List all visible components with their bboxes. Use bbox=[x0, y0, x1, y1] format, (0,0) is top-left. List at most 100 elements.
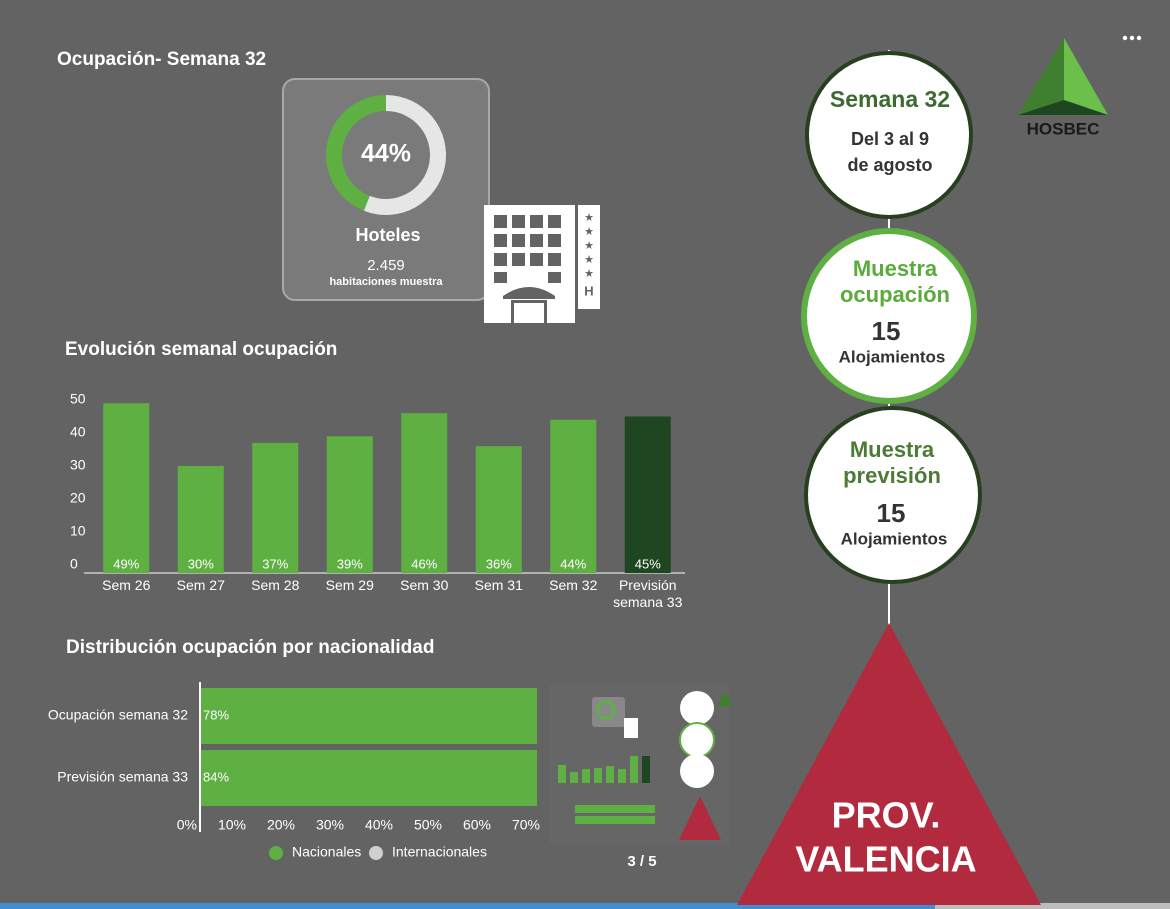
x-tick-label-box: Sem 32 bbox=[549, 577, 598, 593]
x-tick-label-box: Sem 30 bbox=[400, 577, 449, 593]
y-tick-label: 20 bbox=[70, 490, 86, 506]
x-tick-label-box: Sem 26 bbox=[102, 577, 151, 593]
y-tick-label: Ocupación semana 32 bbox=[48, 707, 188, 723]
donut-segment bbox=[363, 95, 446, 215]
x-tick-label: 0% bbox=[177, 817, 197, 833]
region-label: VALENCIA bbox=[795, 839, 976, 880]
x-tick-label-box: Sem 29 bbox=[325, 577, 374, 593]
bar bbox=[177, 466, 224, 573]
menu-button[interactable] bbox=[1122, 35, 1142, 41]
y-tick-label: 0 bbox=[70, 556, 78, 572]
y-tick-label: 10 bbox=[70, 523, 86, 539]
forecast-title: Muestra bbox=[850, 437, 935, 462]
x-tick-label: 10% bbox=[218, 817, 246, 833]
slide-thumbnail bbox=[549, 685, 733, 845]
x-tick-label: Sem 27 bbox=[176, 577, 225, 593]
donut-segment bbox=[326, 95, 386, 211]
value-label: 37% bbox=[262, 556, 288, 571]
x-tick-label: 40% bbox=[365, 817, 393, 833]
rooms-count: 2.459 bbox=[367, 257, 405, 274]
donut-chart: 44% bbox=[326, 95, 446, 215]
x-tick-label: 70% bbox=[512, 817, 540, 833]
value-label: 39% bbox=[337, 556, 363, 571]
forecast-unit: Alojamientos bbox=[841, 529, 948, 548]
svg-text:★: ★ bbox=[584, 240, 594, 252]
week-circle bbox=[805, 51, 973, 219]
value-label: 84% bbox=[203, 769, 229, 784]
rooms-label: habitaciones muestra bbox=[329, 276, 443, 288]
page-indicator: 3 / 5 bbox=[627, 853, 656, 870]
x-tick-label: Sem 28 bbox=[251, 577, 300, 593]
bar bbox=[326, 436, 373, 573]
hotel-icon: ★ ★ ★ ★ ★ H bbox=[484, 205, 600, 323]
svg-text:H: H bbox=[584, 283, 593, 298]
value-label: 46% bbox=[411, 556, 437, 571]
value-label: 49% bbox=[113, 556, 139, 571]
x-tick-label: Sem 26 bbox=[102, 577, 151, 593]
section-title: Distribución ocupación por nacionalidad bbox=[66, 637, 434, 658]
section-title: Evolución semanal ocupación bbox=[65, 339, 337, 360]
sample-title: ocupación bbox=[840, 282, 950, 307]
x-tick-label: 20% bbox=[267, 817, 295, 833]
x-tick-label: 60% bbox=[463, 817, 491, 833]
forecast-count: 15 bbox=[877, 498, 906, 528]
week-title: Semana 32 bbox=[830, 86, 950, 112]
svg-text:★: ★ bbox=[584, 268, 594, 280]
x-tick-label: Sem 31 bbox=[474, 577, 523, 593]
region-triangle bbox=[737, 623, 1041, 905]
bar bbox=[550, 419, 597, 573]
hbar-chart: 0% 10% 20% 30% 40% 50% 60% 70% 78% 84% Ocupación s… bbox=[48, 682, 540, 860]
y-tick-label: 30 bbox=[70, 457, 86, 473]
logo-text: HOSBEC bbox=[1027, 119, 1100, 138]
sample-unit: Alojamientos bbox=[839, 347, 946, 366]
x-tick-label: Sem 30 bbox=[400, 577, 449, 593]
progress-bar bbox=[0, 903, 935, 909]
bar bbox=[475, 446, 522, 573]
bar-chart: 0 10 20 30 40 50 49% Sem 26 30% Sem 27 37% Sem 28 39… bbox=[70, 391, 685, 610]
sample-circle bbox=[801, 228, 977, 404]
svg-text:★: ★ bbox=[584, 254, 594, 266]
progress-track bbox=[935, 903, 1170, 909]
hotel-name: Hoteles bbox=[355, 225, 420, 245]
sample-title: Muestra bbox=[853, 256, 938, 281]
value-label: 78% bbox=[203, 707, 229, 722]
x-tick-label: 30% bbox=[316, 817, 344, 833]
week-dates: Del 3 al 9 bbox=[851, 129, 929, 149]
week-dates: de agosto bbox=[847, 155, 932, 175]
bar bbox=[252, 442, 299, 573]
legend-label: Nacionales bbox=[292, 844, 361, 860]
legend-label: Internacionales bbox=[392, 844, 487, 860]
logo: HOSBEC bbox=[1018, 38, 1108, 138]
value-label: 30% bbox=[188, 556, 214, 571]
x-tick-label-box: Sem 28 bbox=[251, 577, 300, 593]
svg-text:★: ★ bbox=[584, 212, 594, 224]
x-tick-label-box: Previsión semana 33 bbox=[613, 577, 683, 610]
bar bbox=[103, 403, 150, 573]
y-tick-label: 40 bbox=[70, 424, 86, 440]
value-label: 36% bbox=[486, 556, 512, 571]
value-label: 44% bbox=[560, 556, 586, 571]
x-tick-label: 50% bbox=[414, 817, 442, 833]
bar-segment bbox=[200, 750, 537, 806]
x-tick-label: Previsión semana 33 bbox=[613, 577, 683, 610]
region-label: PROV. bbox=[832, 795, 941, 836]
bar-area bbox=[200, 688, 537, 806]
x-tick-label: Sem 29 bbox=[325, 577, 374, 593]
y-tick-label: 50 bbox=[70, 391, 86, 407]
x-tick-label: Sem 32 bbox=[549, 577, 598, 593]
x-tick-label-box: Sem 31 bbox=[474, 577, 523, 593]
x-tick-label-box: Sem 27 bbox=[176, 577, 225, 593]
forecast-circle bbox=[804, 406, 982, 584]
sample-count: 15 bbox=[872, 316, 901, 346]
bar bbox=[624, 416, 671, 573]
legend-swatch bbox=[369, 846, 383, 860]
value-label: 45% bbox=[635, 556, 661, 571]
bar-segment bbox=[200, 688, 537, 744]
slide-title: Ocupación- Semana 32 bbox=[57, 49, 266, 70]
donut-label: 44% bbox=[361, 140, 411, 168]
forecast-title: previsión bbox=[843, 463, 941, 488]
legend-swatch bbox=[269, 846, 283, 860]
y-tick-label: Previsión semana 33 bbox=[57, 769, 188, 785]
